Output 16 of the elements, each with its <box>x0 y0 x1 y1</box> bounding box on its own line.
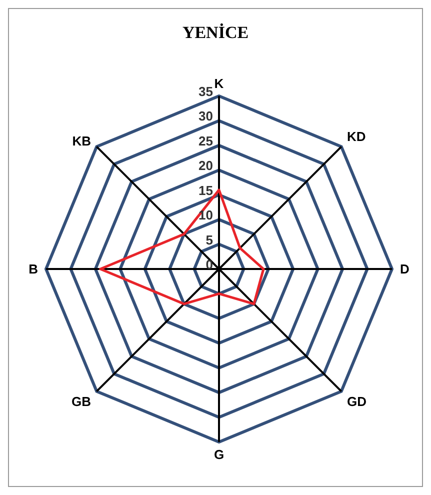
y-tick-label: 25 <box>198 133 213 148</box>
spoke-label: KD <box>346 129 366 144</box>
y-tick-label: 10 <box>198 208 213 223</box>
y-tick-label: 35 <box>198 84 213 99</box>
y-tick-label: 20 <box>198 158 213 174</box>
spoke-label: KB <box>72 134 92 149</box>
spoke-label: GB <box>72 394 92 410</box>
y-tick-label: 5 <box>206 232 213 248</box>
spoke-label: G <box>214 447 224 462</box>
chart-title: YENİCE <box>181 23 250 43</box>
y-tick-label: 30 <box>198 108 213 124</box>
spoke-label: GD <box>346 394 366 410</box>
spoke-label: B <box>28 262 38 277</box>
spoke-label: K <box>214 76 224 91</box>
y-tick-label: 15 <box>198 182 213 198</box>
spoke-label: D <box>400 262 410 277</box>
